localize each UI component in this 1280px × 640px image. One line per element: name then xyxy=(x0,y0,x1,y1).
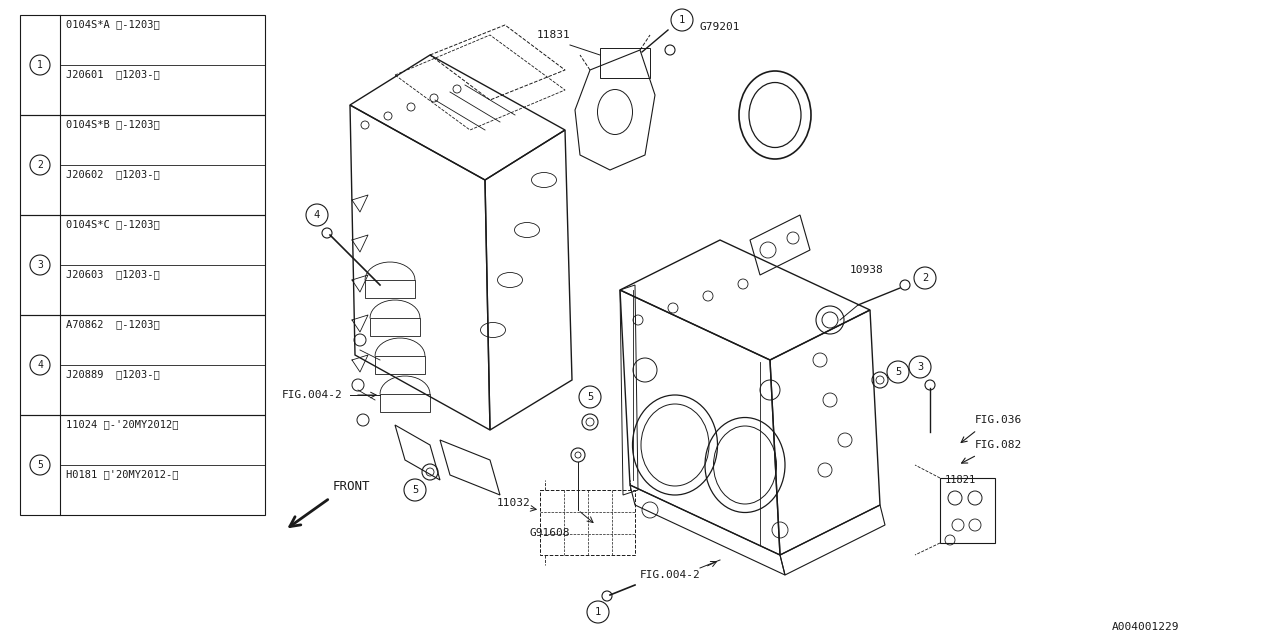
Text: 1: 1 xyxy=(37,60,44,70)
Text: A70862  （-1203）: A70862 （-1203） xyxy=(67,319,160,329)
Text: H0181 （'20MY2012-）: H0181 （'20MY2012-） xyxy=(67,469,178,479)
Bar xyxy=(940,478,995,543)
Text: 2: 2 xyxy=(922,273,928,283)
Bar xyxy=(20,315,265,415)
Bar xyxy=(20,215,265,315)
Text: G79201: G79201 xyxy=(700,22,741,32)
Text: 3: 3 xyxy=(37,260,44,270)
Text: 5: 5 xyxy=(895,367,901,377)
Bar xyxy=(540,490,635,555)
Text: FIG.004-2: FIG.004-2 xyxy=(640,570,700,580)
Text: J20603  〈1203-）: J20603 〈1203-） xyxy=(67,269,160,279)
Text: 1: 1 xyxy=(595,607,602,617)
Text: 0104S*C （-1203）: 0104S*C （-1203） xyxy=(67,219,160,229)
Text: 11032: 11032 xyxy=(497,498,531,508)
Text: 2: 2 xyxy=(37,160,44,170)
Bar xyxy=(20,415,265,515)
Bar xyxy=(600,48,650,78)
Text: FIG.036: FIG.036 xyxy=(975,415,1023,425)
Bar xyxy=(20,15,265,115)
Text: A004001229: A004001229 xyxy=(1112,622,1179,632)
Text: FIG.004-2: FIG.004-2 xyxy=(282,390,343,400)
Text: 0104S*B （-1203）: 0104S*B （-1203） xyxy=(67,119,160,129)
Text: 4: 4 xyxy=(314,210,320,220)
Text: FIG.082: FIG.082 xyxy=(975,440,1023,450)
Text: 5: 5 xyxy=(37,460,44,470)
Text: J20602  〈1203-）: J20602 〈1203-） xyxy=(67,169,160,179)
Text: FRONT: FRONT xyxy=(333,480,370,493)
Text: 4: 4 xyxy=(37,360,44,370)
Text: 1: 1 xyxy=(678,15,685,25)
Bar xyxy=(20,115,265,215)
Text: 5: 5 xyxy=(586,392,593,402)
Text: J20601  〈1203-）: J20601 〈1203-） xyxy=(67,69,160,79)
Text: 11831: 11831 xyxy=(538,30,571,40)
Text: 3: 3 xyxy=(916,362,923,372)
Text: 11821: 11821 xyxy=(945,475,977,485)
Text: 5: 5 xyxy=(412,485,419,495)
Text: J20889  〈1203-）: J20889 〈1203-） xyxy=(67,369,160,379)
Text: 0104S*A （-1203）: 0104S*A （-1203） xyxy=(67,19,160,29)
Text: 10938: 10938 xyxy=(850,265,883,275)
Text: 11024 （-'20MY2012）: 11024 （-'20MY2012） xyxy=(67,419,178,429)
Text: G91608: G91608 xyxy=(530,528,571,538)
